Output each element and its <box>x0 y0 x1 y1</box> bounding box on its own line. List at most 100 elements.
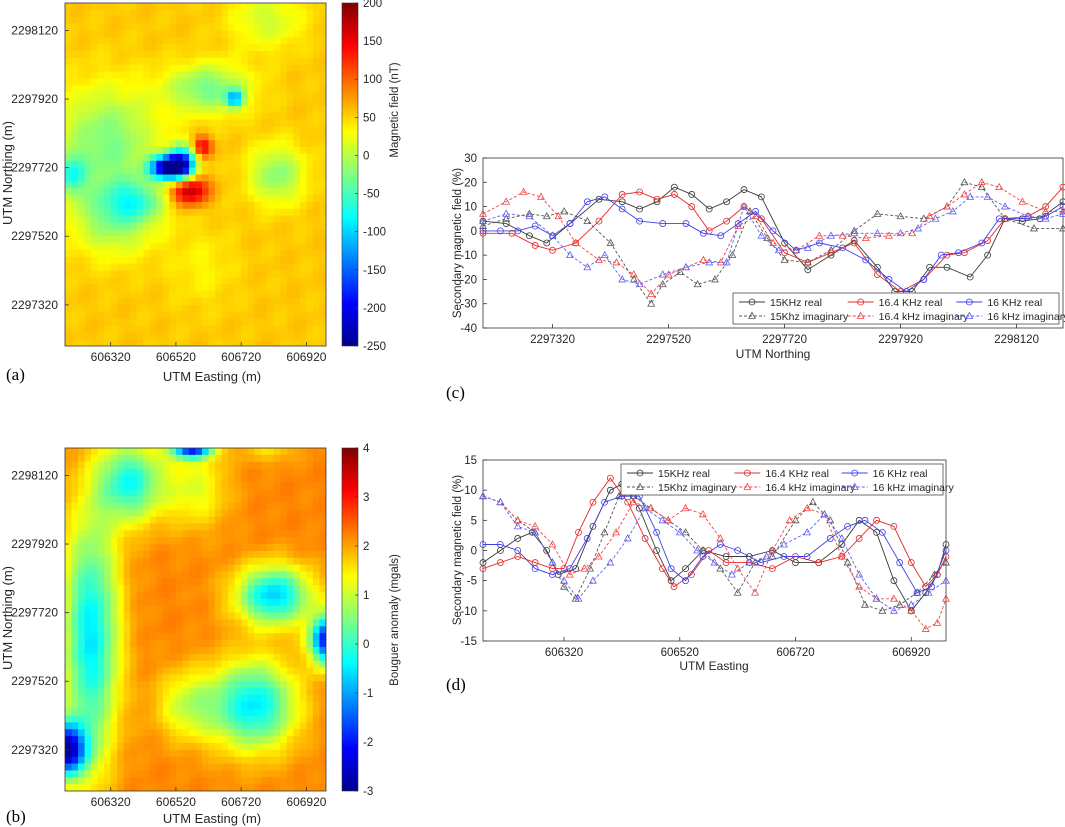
heatmap-cell <box>78 222 85 230</box>
heatmap-cell <box>202 592 209 600</box>
heatmap-cell <box>221 729 229 737</box>
heatmap-cell <box>273 585 281 593</box>
heatmap-cell <box>175 153 183 162</box>
heatmap-cell <box>280 37 288 45</box>
heatmap-cell <box>188 112 196 120</box>
colorbar-tick-label: -200 <box>363 303 386 315</box>
heatmap-cell <box>306 489 314 497</box>
heatmap-cell <box>221 3 229 11</box>
heatmap-cell <box>162 749 170 758</box>
y-tick-label: 2297720 <box>11 161 58 175</box>
heatmap-cell <box>162 550 170 559</box>
heatmap-cell <box>117 749 125 758</box>
heatmap-cell <box>208 215 216 223</box>
heatmap-cell <box>78 37 85 45</box>
heatmap-cell <box>175 339 183 346</box>
heatmap-cell <box>110 297 118 306</box>
heatmap-cell <box>195 770 203 778</box>
heatmap-cell <box>156 674 164 682</box>
heatmap-cell <box>267 64 275 72</box>
heatmap-cell <box>143 85 151 93</box>
heatmap-cell <box>228 160 235 168</box>
heatmap-cell <box>286 119 294 127</box>
heatmap-cell <box>293 3 301 11</box>
heatmap-cell <box>286 544 294 552</box>
heatmap-cell <box>228 311 235 319</box>
heatmap-cell <box>188 3 196 11</box>
heatmap-cell <box>293 153 301 162</box>
heatmap-cell <box>215 701 222 710</box>
heatmap-cell <box>267 502 275 511</box>
heatmap-cell <box>260 263 268 271</box>
heatmap-cell <box>260 784 268 791</box>
heatmap-cell <box>136 37 144 45</box>
heatmap-cell <box>273 99 281 107</box>
heatmap-cell <box>267 147 275 155</box>
heatmap-cell <box>273 496 281 504</box>
heatmap-cell <box>156 188 164 196</box>
heatmap-cell <box>162 592 170 600</box>
heatmap-cell <box>149 461 157 469</box>
heatmap-cell <box>71 502 79 511</box>
heatmap-cell <box>254 92 262 100</box>
heatmap-cell <box>65 71 72 79</box>
heatmap-cell <box>306 585 314 593</box>
heatmap-cell <box>241 756 249 764</box>
heatmap-cell <box>195 64 203 72</box>
heatmap-cell <box>247 188 255 196</box>
heatmap-cell <box>208 92 216 100</box>
heatmap-cell <box>299 756 307 764</box>
heatmap-cell <box>97 215 105 223</box>
heatmap-cell <box>104 304 112 313</box>
heatmap-cell <box>175 722 183 730</box>
heatmap-cell <box>286 167 294 175</box>
heatmap-cell <box>241 660 249 668</box>
heatmap-cell <box>182 564 190 572</box>
heatmap-cell <box>169 681 177 689</box>
heatmap-cell <box>117 640 125 648</box>
heatmap-cell <box>169 626 177 634</box>
heatmap-cell <box>175 112 183 120</box>
heatmap-cell <box>208 454 216 463</box>
heatmap-cell <box>286 78 294 86</box>
heatmap-cell <box>78 489 85 497</box>
heatmap-cell <box>228 325 235 333</box>
heatmap-cell <box>182 461 190 469</box>
heatmap-cell <box>130 694 138 703</box>
heatmap-cell <box>241 564 249 572</box>
heatmap-cell <box>254 51 262 59</box>
heatmap-cell <box>241 653 249 662</box>
heatmap-cell <box>293 229 301 237</box>
heatmap-cell <box>104 277 112 285</box>
heatmap-cell <box>286 9 294 18</box>
heatmap-cell <box>156 215 164 223</box>
heatmap-cell <box>71 105 79 114</box>
heatmap-cell <box>312 332 320 340</box>
heatmap-cell <box>130 160 138 168</box>
heatmap-cell <box>267 571 275 579</box>
heatmap-cell <box>241 667 249 675</box>
heatmap-cell <box>312 311 320 319</box>
heatmap-cell <box>110 598 118 607</box>
heatmap-cell <box>71 78 79 86</box>
panel-c: 2297320 2297520 2297720 2297920 229812030201… <box>446 153 1065 402</box>
heatmap-cell <box>104 167 112 175</box>
heatmap-cell <box>312 229 320 237</box>
heatmap-cell <box>228 201 235 210</box>
heatmap-cell <box>136 626 144 634</box>
heatmap-cell <box>215 736 222 744</box>
heatmap-cell <box>234 71 242 79</box>
heatmap-cell <box>110 605 118 613</box>
heatmap-cell <box>306 92 314 100</box>
heatmap-cell <box>306 160 314 168</box>
heatmap-cell <box>312 742 320 751</box>
heatmap-cell <box>260 770 268 778</box>
heatmap-cell <box>273 605 281 613</box>
heatmap-cell <box>221 318 229 326</box>
heatmap-cell <box>91 756 98 764</box>
heatmap-cell <box>215 215 222 223</box>
heatmap-cell <box>319 167 326 175</box>
heatmap-cell <box>123 277 131 285</box>
heatmap-cell <box>228 140 235 148</box>
data-point <box>595 217 603 225</box>
